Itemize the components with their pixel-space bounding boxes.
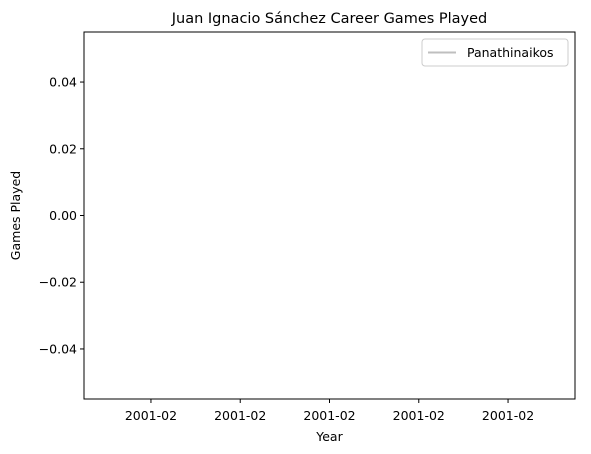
y-tick-label: −0.02 xyxy=(39,275,77,290)
y-tick-label: 0.02 xyxy=(49,141,77,156)
x-tick-label: 2001-02 xyxy=(125,408,177,423)
y-axis-label: Games Played xyxy=(8,171,23,260)
y-tick-label: −0.04 xyxy=(39,341,77,356)
y-tick-label: 0.04 xyxy=(49,75,77,90)
legend: Panathinaikos xyxy=(422,39,568,66)
x-axis-label: Year xyxy=(315,429,343,444)
legend-label-panathinaikos: Panathinaikos xyxy=(467,45,554,60)
x-tick-label: 2001-02 xyxy=(214,408,266,423)
x-tick-label: 2001-02 xyxy=(482,408,534,423)
y-tick-label: 0.00 xyxy=(49,208,77,223)
x-tick-label: 2001-02 xyxy=(303,408,355,423)
x-tick-label: 2001-02 xyxy=(393,408,445,423)
chart-title: Juan Ignacio Sánchez Career Games Played xyxy=(171,11,488,27)
